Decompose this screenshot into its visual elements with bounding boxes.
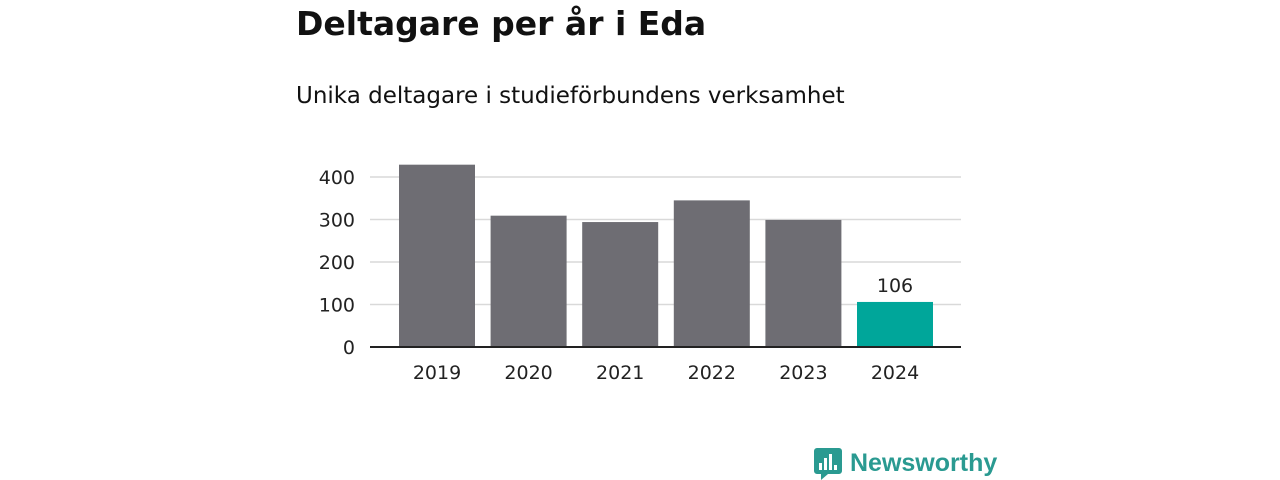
x-tick-label: 2023 (779, 362, 827, 384)
x-tick-label: 2019 (413, 362, 461, 384)
bars (399, 164, 933, 347)
x-tick-label: 2024 (871, 362, 919, 384)
x-tick-label: 2020 (504, 362, 552, 384)
x-axis-tick-labels: 2019 2020 2021 2022 2023 2024 (413, 362, 919, 384)
bar-2023 (765, 219, 842, 347)
bar-2020 (490, 215, 567, 347)
bar-2019 (399, 164, 475, 347)
bar-2022 (673, 200, 750, 347)
y-tick-label: 300 (319, 210, 355, 232)
y-axis-tick-labels: 0 100 200 300 400 (319, 167, 355, 359)
y-tick-label: 200 (319, 252, 355, 274)
chart-subtitle: Unika deltagare i studieförbundens verks… (296, 83, 845, 109)
y-tick-label: 100 (319, 295, 355, 317)
y-tick-label: 0 (343, 337, 355, 359)
bar-2021 (582, 222, 659, 347)
logo-text: Newsworthy (850, 449, 998, 477)
data-label: 106 (877, 275, 913, 297)
bar-2024 (857, 301, 933, 347)
data-labels: 106 (877, 275, 913, 297)
x-tick-label: 2021 (596, 362, 644, 384)
chart-title: Deltagare per år i Eda (296, 4, 707, 43)
newsworthy-logo-icon (814, 448, 842, 480)
x-tick-label: 2022 (688, 362, 736, 384)
newsworthy-logo: Newsworthy (814, 446, 997, 480)
y-tick-label: 400 (319, 167, 355, 189)
